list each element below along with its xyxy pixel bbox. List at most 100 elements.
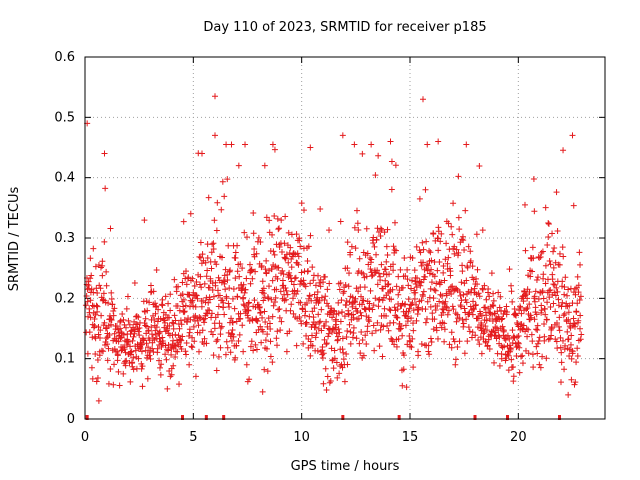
data-point [163, 356, 170, 363]
data-point [438, 279, 445, 286]
data-point [469, 311, 476, 318]
data-point [117, 317, 124, 324]
data-point [243, 361, 250, 368]
data-point [491, 359, 498, 366]
data-point [275, 226, 282, 233]
data-point [349, 334, 356, 341]
data-point [176, 325, 183, 332]
data-point [259, 278, 266, 285]
data-point [107, 315, 114, 322]
data-point [199, 251, 206, 258]
data-point [265, 315, 272, 322]
data-point [268, 265, 275, 272]
data-point [349, 303, 356, 310]
data-point [261, 162, 268, 169]
data-point [509, 298, 516, 305]
data-point [192, 373, 199, 380]
data-point [561, 310, 568, 317]
data-point [173, 288, 180, 295]
data-point [309, 308, 316, 315]
data-point [107, 366, 114, 373]
data-point [551, 289, 558, 296]
data-point [141, 217, 148, 224]
data-point [140, 337, 147, 344]
data-point [237, 310, 244, 317]
data-point [145, 344, 152, 351]
data-point [192, 303, 199, 310]
data-point [147, 289, 154, 296]
data-point [467, 258, 474, 265]
data-point [362, 332, 369, 339]
data-point [228, 337, 235, 344]
data-point [411, 296, 418, 303]
data-point [427, 303, 434, 310]
data-point [412, 280, 419, 287]
y-tick-label: 0.2 [54, 291, 75, 306]
data-point [442, 303, 449, 310]
data-point [393, 314, 400, 321]
data-point [394, 314, 401, 321]
data-point [174, 303, 181, 310]
data-point [218, 323, 225, 330]
data-point [239, 265, 246, 272]
data-point [186, 303, 193, 310]
data-point [352, 245, 359, 252]
data-point [335, 310, 342, 317]
data-point [323, 340, 330, 347]
data-point [274, 342, 281, 349]
data-point [170, 337, 177, 344]
data-point [373, 236, 380, 243]
data-point [127, 343, 134, 350]
data-point [381, 305, 388, 312]
data-point [497, 293, 504, 300]
data-point [314, 347, 321, 354]
data-point [527, 273, 534, 280]
data-point [438, 324, 445, 331]
data-point [498, 355, 505, 362]
data-point [96, 334, 103, 341]
data-point [245, 300, 252, 307]
data-point [170, 320, 177, 327]
data-point [308, 332, 315, 339]
data-point [269, 277, 276, 284]
data-point [441, 326, 448, 333]
data-point [565, 286, 572, 293]
data-point [98, 347, 105, 354]
data-point [219, 254, 226, 261]
data-point [131, 330, 138, 337]
data-point [434, 267, 441, 274]
data-point [89, 375, 96, 382]
data-point [495, 332, 502, 339]
data-point [108, 296, 115, 303]
data-point [235, 162, 242, 169]
data-point [337, 280, 344, 287]
data-point [399, 332, 406, 339]
data-point [403, 384, 410, 391]
data-point [111, 305, 118, 312]
data-point [462, 296, 469, 303]
data-point [399, 382, 406, 389]
data-point [301, 312, 308, 319]
data-point [151, 316, 158, 323]
data-point [297, 281, 304, 288]
data-point [193, 292, 200, 299]
data-point [234, 242, 241, 249]
data-point [417, 249, 424, 256]
data-point [189, 334, 196, 341]
data-point [341, 313, 348, 320]
data-point [156, 328, 163, 335]
data-point [559, 278, 566, 285]
data-point [262, 319, 269, 326]
data-point [450, 306, 457, 313]
data-point [315, 311, 322, 318]
data-point [468, 334, 475, 341]
data-point [262, 337, 269, 344]
data-point [271, 298, 278, 305]
data-point [311, 305, 318, 312]
data-point [288, 264, 295, 271]
data-point [257, 310, 264, 317]
data-point [162, 351, 169, 358]
data-point [258, 339, 265, 346]
data-point [534, 350, 541, 357]
data-point [348, 243, 355, 250]
